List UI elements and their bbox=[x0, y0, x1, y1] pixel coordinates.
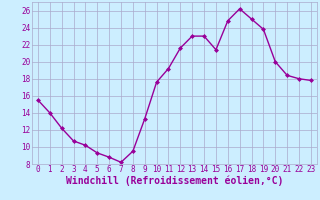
X-axis label: Windchill (Refroidissement éolien,°C): Windchill (Refroidissement éolien,°C) bbox=[66, 176, 283, 186]
